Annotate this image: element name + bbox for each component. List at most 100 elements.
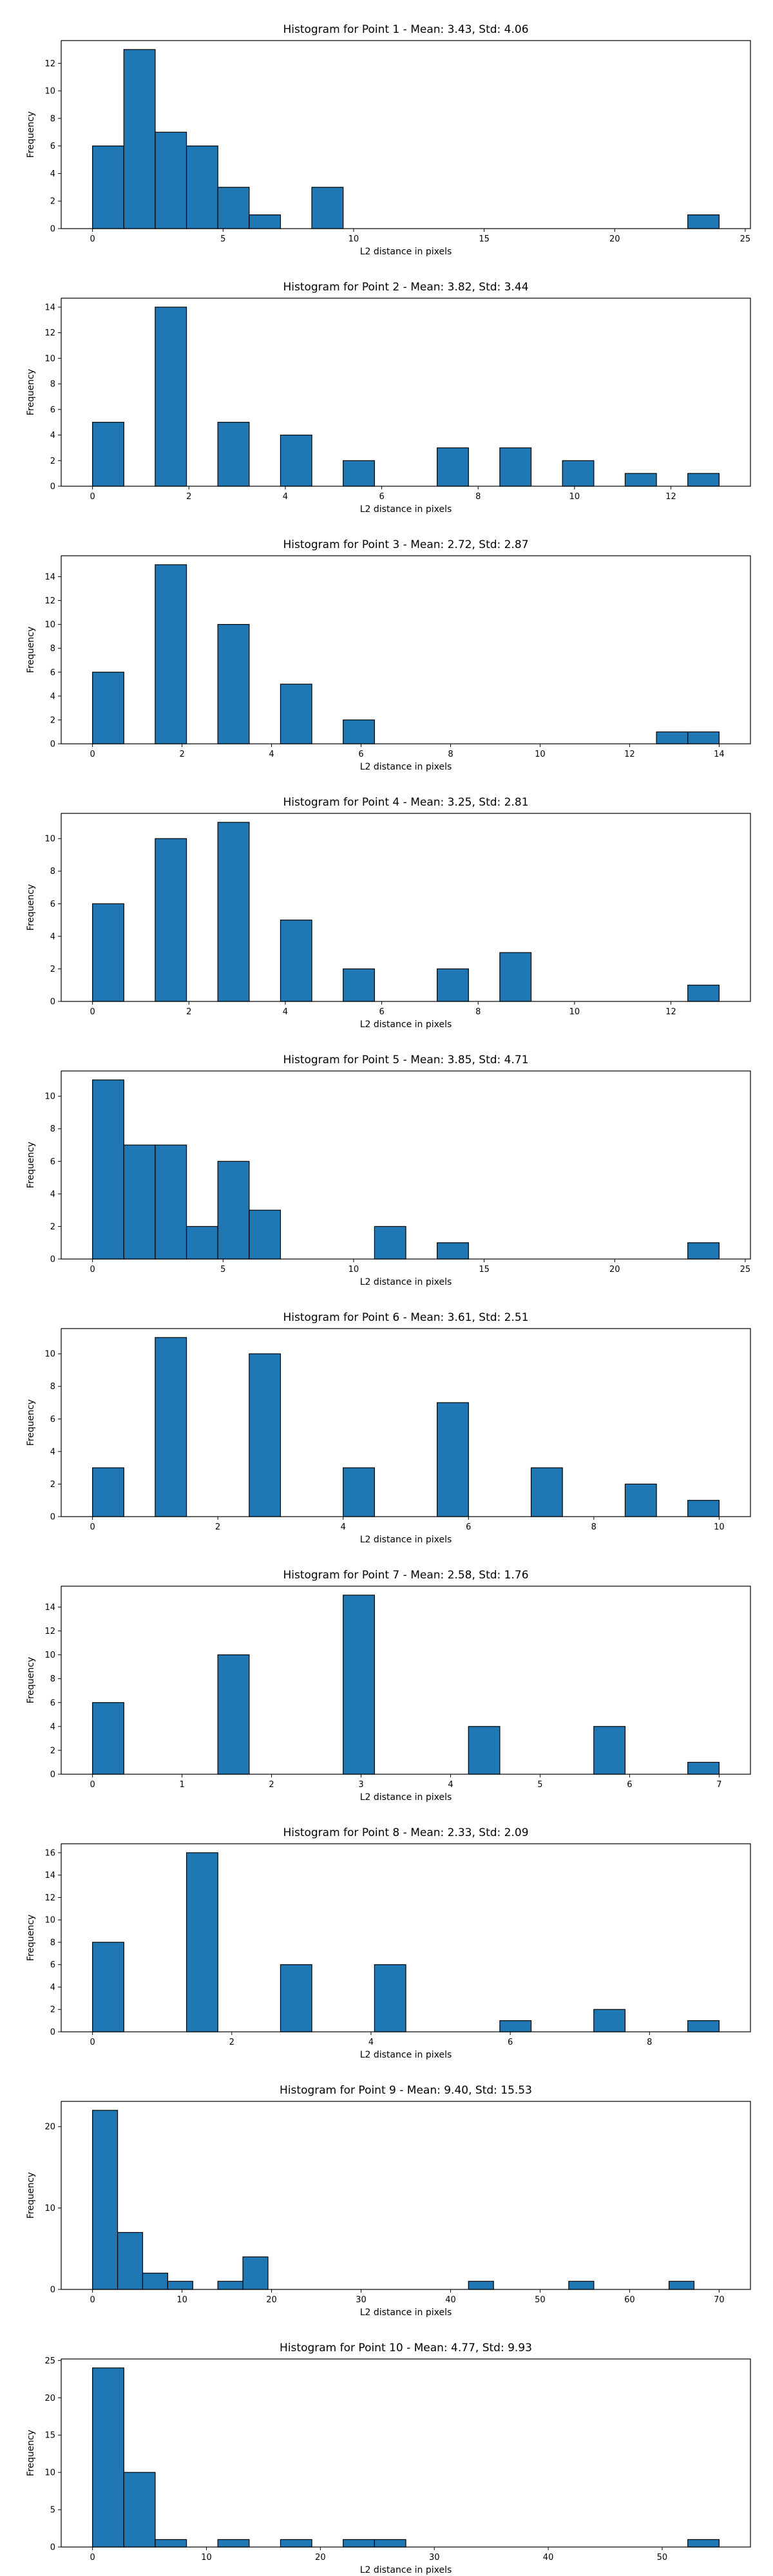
plot-frame [61,2101,751,2290]
histogram-bar [468,1726,501,1775]
y-tick-label: 6 [50,1960,55,1970]
histogram-bar [687,1761,720,1775]
histogram-bar [249,1353,282,1517]
y-tick-label: 2 [50,1480,55,1490]
y-tick-label: 0 [50,1513,55,1522]
plot-frame [61,1328,751,1517]
histogram-bar [343,1595,375,1775]
y-tick-label: 10 [44,1916,55,1926]
x-tick-label: 2 [229,2038,234,2047]
y-tick-label: 0 [50,2543,55,2553]
y-tick-label: 4 [50,431,55,440]
y-tick-label: 14 [44,1603,55,1613]
x-tick-label: 20 [266,2295,277,2305]
y-tick-label: 4 [50,1447,55,1457]
x-tick-label: 10 [177,2295,187,2305]
x-tick-label: 4 [448,1780,453,1790]
histogram-bar [343,2539,375,2548]
histogram-bar [562,460,595,487]
histogram-bar [687,473,720,487]
y-tick-label: 0 [50,482,55,492]
y-tick-label: 8 [50,380,55,390]
x-tick-label: 0 [90,1522,95,1532]
y-tick-label: 4 [50,932,55,942]
chart-title: Histogram for Point 7 - Mean: 2.58, Std:… [283,1569,528,1582]
histogram-bar [92,146,124,229]
histogram-bar [155,307,187,487]
histogram-bar [249,1209,282,1260]
histogram-bar [530,1467,563,1517]
x-tick-label: 12 [665,1007,676,1017]
y-tick-label: 10 [44,2468,55,2478]
x-tick-label: 8 [475,1007,481,1017]
y-tick-label: 8 [50,1674,55,1684]
y-tick-label: 12 [44,596,55,606]
histogram-bar [593,2009,626,2032]
plot-frame [61,40,751,229]
x-tick-label: 8 [591,1522,596,1532]
y-tick-label: 6 [50,1415,55,1425]
x-axis-label: L2 distance in pixels [360,1019,452,1030]
histogram-bar [217,1654,250,1775]
y-tick-label: 5 [50,2506,55,2515]
y-tick-label: 2 [50,1746,55,1756]
x-tick-label: 6 [358,750,363,759]
y-tick-label: 10 [44,87,55,97]
y-tick-label: 6 [50,1157,55,1167]
histogram-bar [687,731,720,744]
y-tick-label: 2 [50,457,55,466]
x-axis-label: L2 distance in pixels [360,2050,452,2060]
histogram-panel-1: Histogram for Point 1 - Mean: 3.43, Std:… [26,23,751,257]
y-axis-label: Frequency [26,1657,36,1703]
x-tick-label: 5 [220,1265,225,1274]
histogram-bar [155,564,187,744]
plot-frame [61,1843,751,2032]
histogram-panel-6: Histogram for Point 6 - Mean: 3.61, Std:… [26,1311,751,1545]
y-tick-label: 16 [44,1848,55,1858]
y-tick-label: 8 [50,114,55,124]
y-tick-label: 2 [50,715,55,725]
x-tick-label: 40 [445,2295,456,2305]
y-tick-label: 8 [50,1124,55,1134]
histogram-panel-2: Histogram for Point 2 - Mean: 3.82, Std:… [26,281,751,515]
x-tick-label: 3 [358,1780,363,1790]
plot-frame [61,1586,751,1775]
y-axis-label: Frequency [26,111,36,158]
x-tick-label: 2 [269,1780,274,1790]
y-tick-label: 6 [50,142,55,151]
histogram-bar [92,1942,124,2032]
histogram-bar [167,2280,193,2290]
y-tick-label: 0 [50,1255,55,1265]
histogram-bar [687,1500,720,1517]
histogram-bar [242,2256,269,2290]
histogram-panel-7: Histogram for Point 7 - Mean: 2.58, Std:… [26,1569,751,1803]
y-tick-label: 12 [44,59,55,69]
y-tick-label: 10 [44,620,55,630]
chart-title: Histogram for Point 10 - Mean: 4.77, Std… [280,2342,532,2354]
histogram-bar [437,1402,469,1517]
x-tick-label: 2 [179,750,184,759]
histogram-bar [155,1337,187,1517]
y-tick-label: 2 [50,965,55,974]
chart-title: Histogram for Point 4 - Mean: 3.25, Std:… [283,796,528,809]
y-tick-label: 10 [44,2204,55,2213]
plot-frame [61,555,751,744]
x-tick-label: 4 [269,750,274,759]
x-axis-label: L2 distance in pixels [360,762,452,772]
plot-frame [61,1070,751,1260]
x-tick-label: 70 [714,2295,725,2305]
x-tick-label: 6 [508,2038,513,2047]
y-tick-label: 0 [50,225,55,234]
y-axis-label: Frequency [26,1915,36,1961]
histogram-bar [92,2367,124,2548]
histogram-bar [142,2273,168,2290]
histogram-bar [92,1702,124,1775]
x-tick-label: 12 [624,750,635,759]
y-tick-label: 12 [44,1627,55,1636]
histogram-bar [92,422,124,487]
x-tick-label: 50 [535,2295,546,2305]
histogram-bar [280,683,312,744]
y-tick-label: 8 [50,644,55,654]
histogram-bar [468,2280,494,2290]
histogram-panel-5: Histogram for Point 5 - Mean: 3.85, Std:… [26,1054,751,1287]
